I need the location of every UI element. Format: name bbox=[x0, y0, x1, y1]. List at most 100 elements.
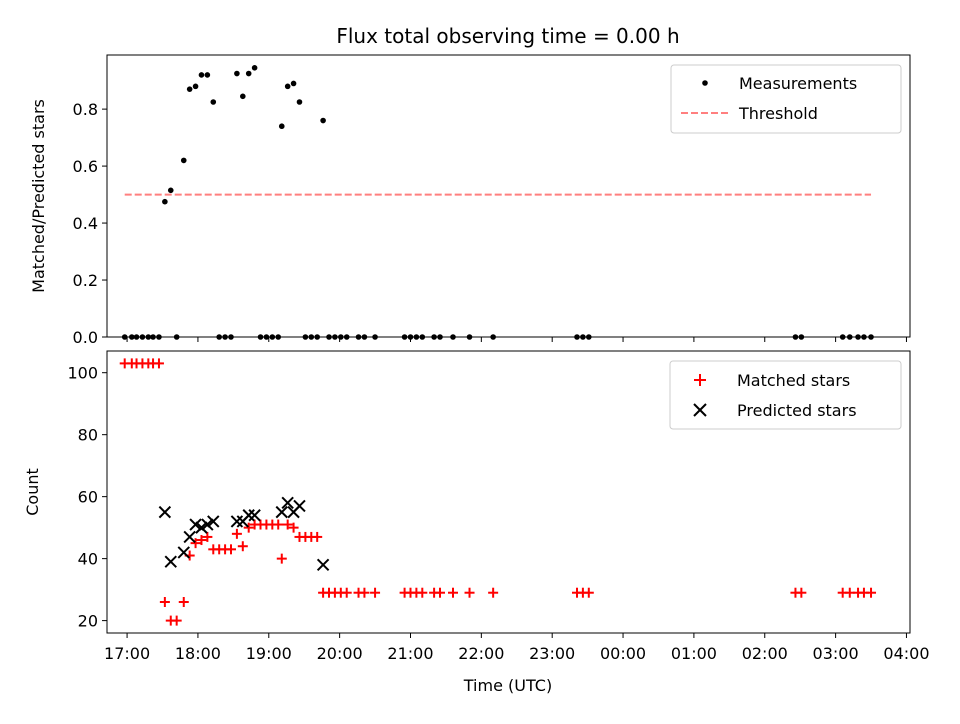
xtick-label: 01:00 bbox=[671, 644, 717, 663]
measurements-point bbox=[156, 334, 162, 340]
measurements-point bbox=[332, 334, 338, 340]
matched-stars-point bbox=[464, 587, 475, 598]
matched-stars-point bbox=[341, 587, 352, 598]
xtick-label: 21:00 bbox=[387, 644, 433, 663]
bottom-plot-frame bbox=[106, 350, 911, 634]
matched-stars-point bbox=[273, 519, 284, 530]
predicted-stars-point bbox=[164, 555, 177, 568]
measurements-point bbox=[263, 334, 270, 340]
measurements-point bbox=[413, 334, 420, 340]
measurements-point bbox=[180, 157, 187, 164]
top-ytick-label: 0.6 bbox=[73, 157, 98, 176]
measurements-point bbox=[245, 70, 252, 77]
measurements-point bbox=[257, 334, 264, 340]
measurements-point bbox=[326, 334, 332, 340]
xtick-label: 20:00 bbox=[317, 644, 363, 663]
xtick-label: 18:00 bbox=[175, 644, 221, 663]
measurements-point bbox=[192, 83, 199, 90]
legend-matched-label: Matched stars bbox=[737, 371, 850, 390]
predicted-stars-point bbox=[293, 499, 306, 513]
top-y-ticks: 0.0 0.2 0.4 0.6 0.8 bbox=[73, 100, 107, 347]
measurements-point bbox=[407, 334, 414, 340]
measurements-point bbox=[338, 334, 344, 340]
matched-stars-point bbox=[288, 522, 299, 533]
measurements-point bbox=[269, 334, 276, 340]
measurements-point bbox=[228, 334, 234, 340]
measurements-point bbox=[839, 334, 846, 340]
xtick-label: 00:00 bbox=[600, 644, 646, 663]
measurements-point bbox=[150, 334, 156, 340]
predicted-stars-point bbox=[201, 518, 214, 531]
measurements-point bbox=[121, 334, 128, 340]
legend-predicted-marker bbox=[693, 403, 707, 417]
legend-matched-marker bbox=[694, 374, 706, 386]
bottom-ytick-label: 100 bbox=[67, 364, 98, 383]
top-legend: Measurements Threshold bbox=[670, 64, 902, 134]
measurements-point bbox=[145, 334, 152, 340]
x-axis-label: Time (UTC) bbox=[463, 676, 552, 695]
measurements-point bbox=[139, 334, 146, 340]
legend-threshold-label: Threshold bbox=[738, 104, 818, 123]
measurements-point bbox=[431, 334, 437, 340]
measurements-point bbox=[167, 187, 174, 194]
matched-stars-point bbox=[370, 587, 381, 598]
xtick-label: 02:00 bbox=[742, 644, 788, 663]
matched-stars-point bbox=[153, 358, 164, 369]
top-x-ticks bbox=[126, 337, 907, 342]
predicted-stars-point bbox=[195, 521, 208, 534]
measurements-point bbox=[855, 334, 861, 340]
legend-predicted-label: Predicted stars bbox=[737, 401, 857, 420]
top-ytick-label: 0.0 bbox=[73, 328, 98, 347]
xtick-label: 22:00 bbox=[458, 644, 504, 663]
matched-stars-point bbox=[488, 587, 499, 598]
bottom-legend: Matched stars Predicted stars bbox=[669, 360, 902, 430]
measurements-point bbox=[792, 334, 799, 340]
matched-stars-point bbox=[282, 519, 293, 530]
chart-title: Flux total observing time = 0.00 h bbox=[336, 24, 679, 48]
top-ytick-label: 0.8 bbox=[73, 100, 98, 119]
matched-stars-point bbox=[866, 587, 877, 598]
measurements-point bbox=[210, 99, 217, 105]
measurements-point bbox=[284, 83, 291, 90]
bottom-legend-frame bbox=[669, 360, 902, 430]
bottom-ytick-label: 40 bbox=[78, 550, 98, 569]
measurements-point bbox=[580, 334, 586, 340]
measurements-point bbox=[251, 65, 258, 71]
measurements-point bbox=[372, 334, 378, 340]
bottom-ytick-label: 80 bbox=[78, 426, 98, 445]
measurements-point bbox=[128, 334, 135, 340]
xtick-label: 23:00 bbox=[529, 644, 575, 663]
bottom-ytick-label: 20 bbox=[78, 612, 98, 631]
top-ytick-label: 0.2 bbox=[73, 271, 98, 290]
bottom-ytick-label: 60 bbox=[78, 488, 98, 507]
predicted-stars-point bbox=[189, 518, 202, 531]
measurements-point bbox=[355, 334, 362, 340]
measurements-point bbox=[586, 334, 592, 340]
bottom-plot: 20 40 60 80 100 17:00 18:00 19:00 20:00 21:00 22:… bbox=[23, 350, 930, 695]
matched-stars-point bbox=[178, 597, 189, 608]
measurements-point bbox=[437, 334, 443, 340]
top-series bbox=[121, 65, 874, 340]
measurements-point bbox=[361, 334, 368, 340]
xtick-label: 19:00 bbox=[246, 644, 292, 663]
measurements-point bbox=[868, 334, 874, 340]
measurements-point bbox=[296, 99, 303, 105]
matched-stars-point bbox=[243, 522, 254, 533]
xtick-label: 03:00 bbox=[813, 644, 859, 663]
matched-stars-point bbox=[796, 587, 807, 598]
top-ytick-label: 0.4 bbox=[73, 214, 98, 233]
measurements-point bbox=[861, 334, 867, 340]
measurements-point bbox=[320, 117, 326, 124]
matched-stars-point bbox=[225, 544, 236, 555]
measurements-point bbox=[314, 334, 320, 340]
matched-stars-point bbox=[196, 535, 207, 546]
matched-stars-point bbox=[417, 587, 428, 598]
matched-stars-point bbox=[359, 587, 370, 598]
measurements-point bbox=[490, 334, 496, 340]
measurements-point bbox=[419, 334, 426, 340]
matched-stars-point bbox=[202, 531, 213, 542]
matched-stars-point bbox=[171, 615, 182, 626]
measurements-point bbox=[846, 334, 853, 340]
measurements-point bbox=[186, 86, 193, 92]
